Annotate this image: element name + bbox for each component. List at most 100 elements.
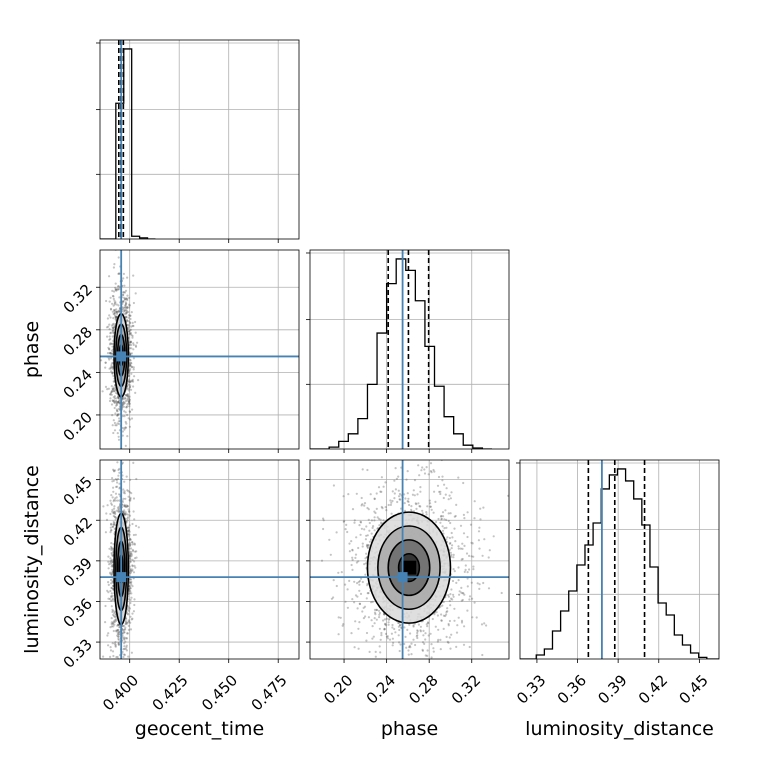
- sample-point: [113, 498, 116, 502]
- sample-point: [128, 510, 131, 513]
- sample-point: [124, 301, 127, 304]
- sample-point: [129, 331, 132, 335]
- sample-point: [116, 629, 119, 632]
- sample-point: [124, 621, 127, 624]
- sample-point: [117, 309, 120, 313]
- sample-point: [108, 300, 111, 303]
- sample-point: [112, 621, 115, 624]
- sample-point: [109, 562, 112, 565]
- sample-point: [126, 395, 130, 398]
- x-tick-label: 0.45: [676, 671, 712, 707]
- sample-point: [123, 631, 126, 634]
- sample-point: [357, 647, 360, 650]
- sample-point: [129, 380, 132, 384]
- sample-point: [128, 589, 131, 592]
- sample-point: [109, 308, 113, 311]
- sample-point: [132, 510, 135, 513]
- sample-point: [124, 667, 126, 669]
- sample-point: [359, 533, 362, 536]
- x-axis-label: phase: [381, 718, 438, 740]
- sample-point: [391, 626, 394, 629]
- sample-point: [366, 468, 369, 472]
- sample-point: [123, 645, 126, 648]
- sample-point: [124, 304, 127, 307]
- sample-point: [471, 542, 474, 545]
- sample-point: [449, 512, 452, 515]
- sample-point: [104, 385, 108, 388]
- sample-point: [110, 390, 113, 393]
- sample-point: [387, 623, 390, 626]
- sample-point: [128, 296, 131, 299]
- sample-point: [432, 650, 435, 653]
- sample-point: [122, 512, 125, 515]
- sample-point: [111, 399, 114, 402]
- sample-point: [128, 620, 131, 623]
- sample-point: [113, 511, 116, 514]
- sample-point: [100, 359, 103, 362]
- sample-point: [373, 497, 376, 501]
- sample-point: [124, 315, 128, 319]
- sample-point: [412, 625, 415, 628]
- sample-point: [380, 521, 383, 524]
- sample-point: [118, 630, 121, 634]
- sample-point: [115, 316, 118, 319]
- sample-point: [385, 509, 388, 512]
- sample-point: [361, 580, 364, 584]
- sample-point: [347, 493, 350, 496]
- sample-point: [124, 309, 127, 312]
- sample-point: [115, 316, 118, 319]
- sample-point: [127, 529, 130, 533]
- sample-point: [366, 546, 369, 550]
- sample-point: [131, 378, 134, 381]
- sample-point: [461, 557, 464, 561]
- sample-point: [105, 299, 108, 303]
- sample-point: [113, 387, 116, 390]
- sample-point: [129, 341, 132, 344]
- sample-point: [421, 648, 424, 652]
- sample-point: [357, 560, 360, 563]
- sample-point: [125, 504, 128, 507]
- sample-point: [129, 385, 132, 389]
- sample-point: [463, 544, 466, 548]
- sample-point: [127, 380, 130, 383]
- sample-point: [113, 311, 116, 314]
- sample-point: [376, 527, 379, 530]
- sample-point: [393, 479, 396, 482]
- sample-point: [444, 614, 447, 618]
- sample-point: [126, 394, 129, 397]
- sample-point: [115, 315, 118, 318]
- sample-point: [118, 626, 121, 629]
- sample-point: [122, 624, 126, 627]
- sample-point: [322, 517, 325, 520]
- sample-point: [131, 617, 134, 620]
- sample-point: [351, 558, 354, 562]
- contour-line: [387, 539, 431, 597]
- sample-point: [106, 504, 109, 507]
- sample-point: [130, 592, 133, 595]
- sample-point: [129, 552, 132, 555]
- sample-point: [479, 518, 482, 521]
- sample-point: [112, 510, 115, 513]
- sample-point: [412, 638, 415, 641]
- sample-point: [372, 525, 375, 528]
- sample-point: [106, 317, 109, 320]
- sample-point: [436, 484, 440, 487]
- sample-point: [393, 492, 396, 495]
- sample-point: [115, 315, 118, 318]
- sample-point: [128, 358, 131, 361]
- sample-point: [128, 378, 131, 381]
- sample-point: [442, 496, 445, 500]
- sample-point: [122, 455, 124, 457]
- sample-point: [112, 523, 115, 526]
- sample-point: [107, 560, 110, 563]
- sample-point: [440, 619, 443, 622]
- sample-point: [112, 609, 115, 613]
- sample-point: [424, 638, 427, 641]
- sample-point: [112, 514, 115, 518]
- sample-point: [416, 631, 419, 635]
- sample-point: [460, 621, 464, 624]
- sample-point: [450, 588, 453, 591]
- sample-point: [375, 618, 378, 621]
- sample-point: [466, 609, 469, 612]
- sample-point: [127, 529, 130, 532]
